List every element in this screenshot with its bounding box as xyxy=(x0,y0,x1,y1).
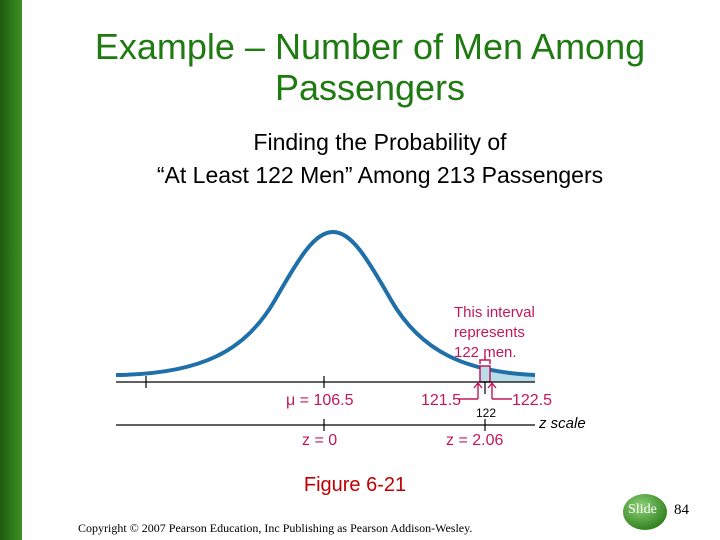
copyright-notice: Copyright © 2007 Pearson Education, Inc … xyxy=(78,521,473,535)
mu-label: μ = 106.5 xyxy=(286,392,354,409)
upper-bound-arrow xyxy=(487,381,512,400)
z-scale-label: z scale xyxy=(538,415,586,432)
figure-caption: Figure 6-21 xyxy=(303,474,407,496)
z-value-label: z = 2.06 xyxy=(446,432,503,449)
slide-title: Example – Number of Men Among Passengers xyxy=(30,26,710,108)
upper-bound-label: 122.5 xyxy=(512,392,552,409)
annotation-line-3: 122 men. xyxy=(454,344,517,361)
subtitle-line-2: “At Least 122 Men” Among 213 Passengers xyxy=(156,162,604,188)
title-line-1: Example – Number of Men Among xyxy=(94,26,646,67)
slide-subtitle: Finding the Probability of “At Least 122… xyxy=(30,126,720,192)
value-122-label: 122 xyxy=(476,406,496,420)
slide-badge-shape xyxy=(623,494,667,530)
annotation-bracket xyxy=(479,356,491,364)
normal-curve xyxy=(115,229,536,377)
z0-label: z = 0 xyxy=(302,432,337,449)
title-line-2: Passengers xyxy=(274,67,466,108)
side-accent-bar xyxy=(0,0,22,540)
interval-box xyxy=(479,365,491,383)
subtitle-line-1: Finding the Probability of xyxy=(253,129,507,155)
annotation-line-1: This interval xyxy=(454,304,535,321)
lower-bound-arrow xyxy=(458,381,483,400)
annotation-line-2: represents xyxy=(454,324,525,341)
lower-bound-label: 121.5 xyxy=(421,392,461,409)
slide-number-badge: Slide 84 xyxy=(622,493,698,531)
slide-number: 84 xyxy=(674,502,689,518)
slide-label: Slide xyxy=(628,502,657,517)
